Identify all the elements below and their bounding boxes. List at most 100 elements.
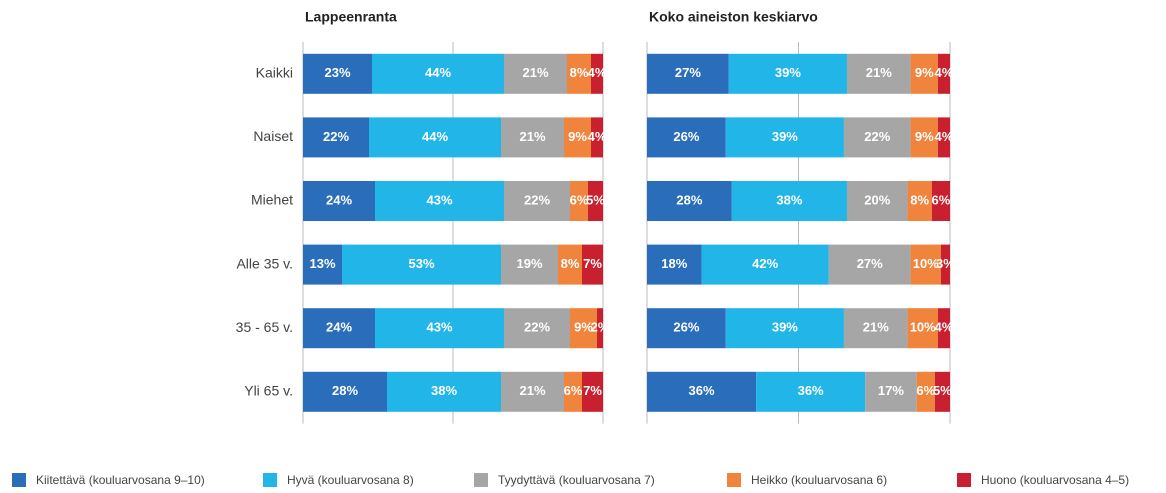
bar-segment	[931, 181, 950, 221]
bar-segment	[937, 117, 950, 158]
value-label: 39%	[772, 129, 798, 144]
value-label: 24%	[326, 192, 352, 207]
value-label: 21%	[519, 129, 545, 144]
value-label: 19%	[516, 256, 542, 271]
value-label: 28%	[332, 383, 358, 398]
value-label: 8%	[910, 192, 929, 207]
value-label: 8%	[561, 256, 580, 271]
value-label: 24%	[326, 320, 352, 335]
bar-segment	[940, 244, 950, 285]
value-label: 5%	[933, 383, 952, 398]
bar-segment	[375, 181, 504, 221]
category-label: 35 - 65 v.	[236, 319, 293, 335]
bar-segment	[597, 308, 603, 349]
value-label: 36%	[798, 383, 824, 398]
bar-segment	[501, 371, 564, 412]
bar-segment	[570, 308, 597, 349]
value-label: 22%	[323, 129, 349, 144]
value-label: 23%	[324, 65, 350, 80]
bar-segment	[843, 117, 911, 158]
value-label: 9%	[915, 129, 934, 144]
bar-segment	[504, 308, 570, 349]
bar-segment	[647, 371, 757, 412]
bar-segment	[342, 244, 501, 285]
value-label: 10%	[913, 256, 939, 271]
value-label: 9%	[568, 129, 587, 144]
value-label: 43%	[426, 320, 452, 335]
value-label: 53%	[408, 256, 434, 271]
bar-segment	[564, 117, 591, 158]
bar-segment	[582, 244, 603, 285]
value-label: 6%	[932, 192, 951, 207]
bar-segment	[647, 53, 729, 94]
value-label: 21%	[522, 65, 548, 80]
bar-segment	[937, 53, 950, 94]
bar-segment	[828, 244, 911, 285]
value-label: 20%	[864, 192, 890, 207]
bar-segment	[865, 371, 917, 412]
bar-segment	[375, 308, 504, 349]
value-label: 39%	[775, 65, 801, 80]
legend-swatch	[727, 473, 741, 487]
category-label: Miehet	[251, 192, 293, 208]
value-label: 4%	[935, 129, 954, 144]
value-label: 21%	[866, 65, 892, 80]
category-label: Kaikki	[256, 65, 293, 81]
legend-swatch	[12, 473, 26, 487]
value-label: 38%	[431, 383, 457, 398]
bar-segment	[846, 181, 908, 221]
value-label: 22%	[524, 192, 550, 207]
value-label: 26%	[673, 129, 699, 144]
value-label: 44%	[425, 65, 451, 80]
bar-segment	[591, 53, 603, 94]
bar-segment	[910, 244, 941, 285]
bar-segment	[501, 117, 564, 158]
value-label: 39%	[772, 320, 798, 335]
value-label: 4%	[935, 65, 954, 80]
bar-segment	[303, 371, 387, 412]
value-label: 13%	[309, 256, 335, 271]
value-label: 18%	[661, 256, 687, 271]
bar-segment	[504, 53, 567, 94]
value-label: 5%	[586, 192, 605, 207]
category-label: Yli 65 v.	[244, 383, 293, 399]
bar-segment	[910, 117, 938, 158]
value-label: 38%	[776, 192, 802, 207]
value-label: 6%	[564, 383, 583, 398]
value-label: 9%	[574, 320, 593, 335]
value-label: 42%	[752, 256, 778, 271]
bar-segment	[916, 371, 935, 412]
bar-segment	[303, 53, 372, 94]
bar-segment	[728, 53, 847, 94]
value-label: 43%	[426, 192, 452, 207]
bar-segment	[303, 117, 369, 158]
bar-segment	[303, 181, 375, 221]
value-label: 3%	[936, 256, 955, 271]
value-label: 21%	[519, 383, 545, 398]
legend-swatch	[474, 473, 488, 487]
bar-segment	[647, 244, 702, 285]
bar-segment	[756, 371, 866, 412]
bar-segment	[907, 308, 938, 349]
bar-segment	[725, 117, 844, 158]
bar-segment	[567, 53, 591, 94]
bar-segment	[369, 117, 501, 158]
bar-segment	[591, 117, 603, 158]
bar-segment	[303, 244, 342, 285]
value-label: 27%	[857, 256, 883, 271]
legend-label: Hyvä (kouluarvosana 8)	[287, 473, 414, 487]
legend-swatch	[957, 473, 971, 487]
bar-segment	[846, 53, 911, 94]
bar-segment	[701, 244, 829, 285]
value-label: 9%	[915, 65, 934, 80]
legend-label: Huono (kouluarvosana 4–5)	[981, 473, 1129, 487]
bar-segment	[504, 181, 570, 221]
bar-segment	[934, 371, 950, 412]
value-label: 7%	[583, 256, 602, 271]
bar-segment	[564, 371, 582, 412]
value-label: 36%	[689, 383, 715, 398]
bar-segment	[303, 308, 375, 349]
chart-title: Lappeenranta	[305, 9, 397, 25]
value-label: 6%	[916, 383, 935, 398]
